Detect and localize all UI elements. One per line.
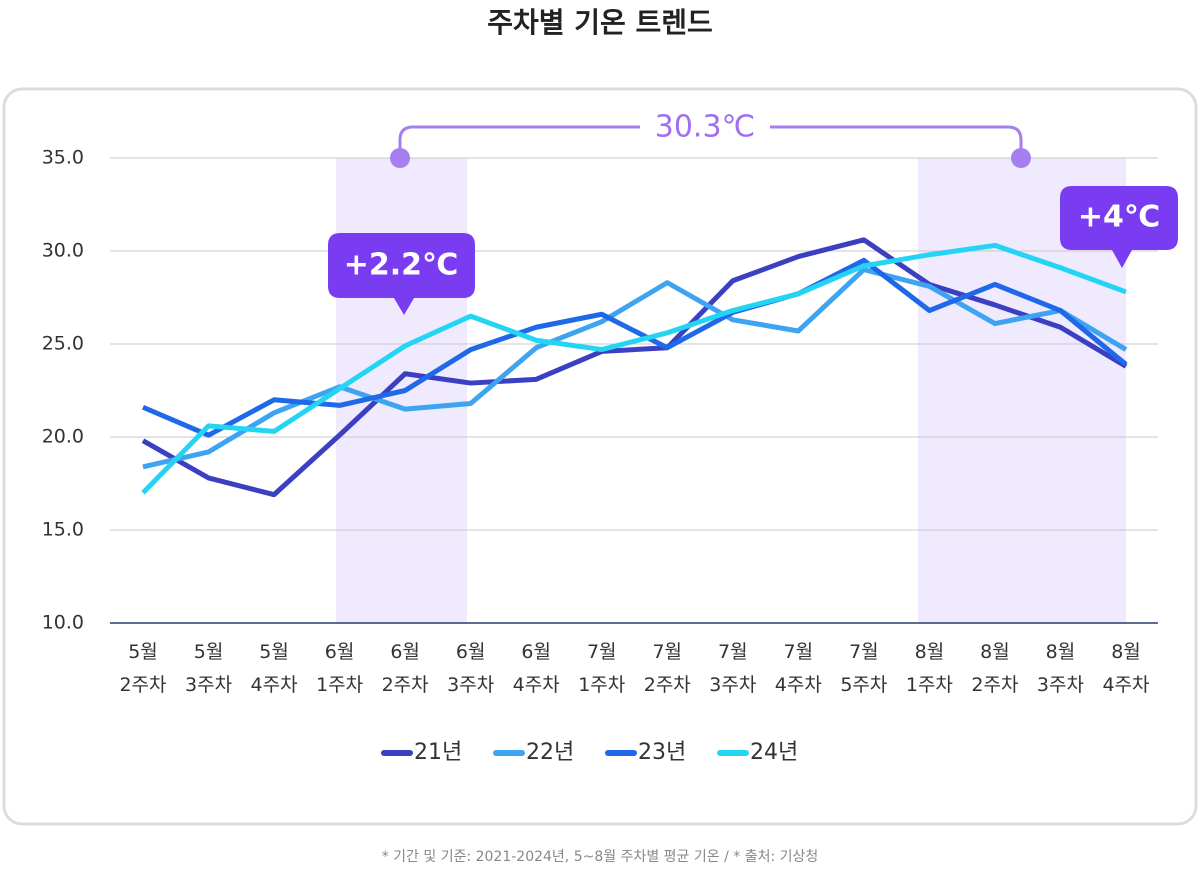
x-tick-label: 8월 1주차 [906,641,953,696]
x-tick-label: 8월 4주차 [1102,641,1149,696]
series-line [142,257,1128,438]
series-line [141,237,1128,498]
callout [328,233,475,315]
x-tick-label: 5월 2주차 [119,641,166,696]
annotation: 30.3℃ [655,110,756,145]
y-tick-label: 25.0 [42,333,84,355]
legend-label: 24년 [750,740,798,765]
x-tick-label: 7월 3주차 [709,641,756,696]
annotation: +4℃ [1078,200,1160,235]
x-tick-label: 6월 1주차 [316,641,363,696]
bracket-dot [1011,148,1031,168]
x-tick-label: 7월 5주차 [840,641,887,696]
bracket-dot [390,148,410,168]
y-tick-label: 15.0 [42,519,84,541]
x-tick-label: 7월 2주차 [644,641,691,696]
callout [1060,186,1178,268]
chart-title: 주차별 기온 트렌드 [487,6,713,39]
annotation: +2.2℃ [344,248,459,283]
x-tick-label: 7월 1주차 [578,641,625,696]
series-line [141,242,1127,495]
legend-label: 21년 [414,740,462,765]
series-line [142,267,1128,470]
bracket [398,125,1023,158]
x-tick-label: 6월 4주차 [513,641,560,696]
footnote: * 기간 및 기준: 2021-2024년, 5~8월 주차별 평균 기온 / … [382,849,819,865]
y-tick-label: 35.0 [42,147,84,169]
x-tick-label: 8월 3주차 [1037,641,1084,696]
x-tick-label: 7월 4주차 [775,641,822,696]
x-tick-label: 5월 3주차 [185,641,232,696]
legend-label: 23년 [638,740,686,765]
y-tick-label: 20.0 [42,426,84,448]
y-tick-label: 30.0 [42,240,84,262]
x-tick-label: 5월 4주차 [251,641,298,696]
x-tick-label: 6월 2주차 [382,641,429,696]
x-tick-label: 6월 3주차 [447,641,494,696]
y-tick-label: 10.0 [42,612,84,634]
card [2,87,1198,826]
x-tick-label: 8월 2주차 [971,641,1018,696]
legend-label: 22년 [526,740,574,765]
